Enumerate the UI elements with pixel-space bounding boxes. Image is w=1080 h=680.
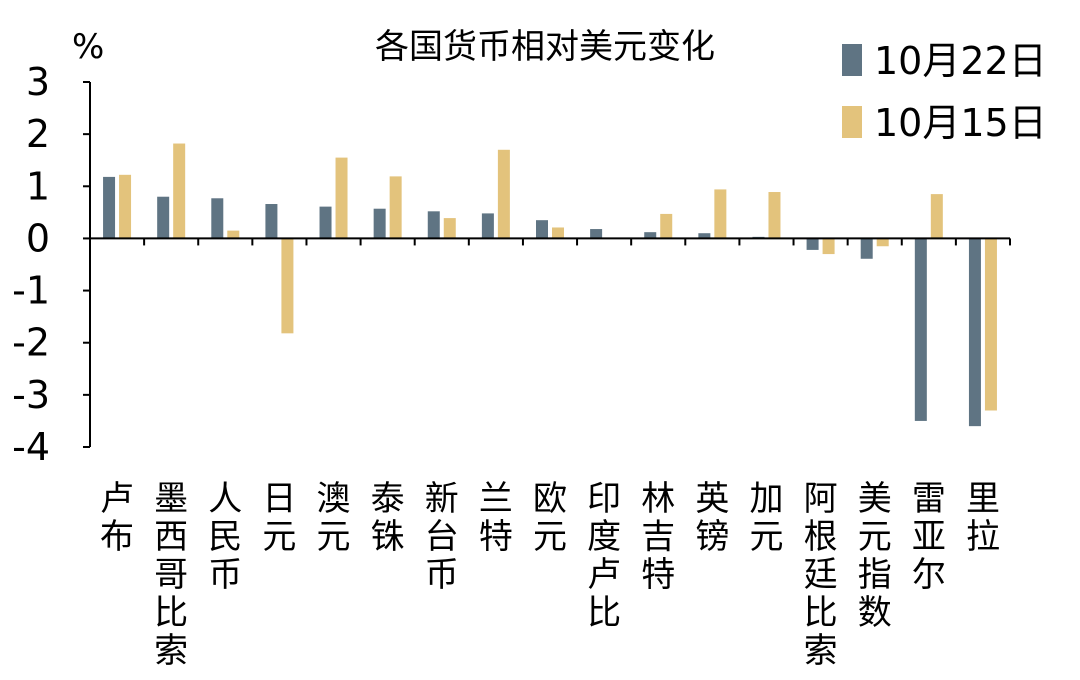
bar-series-1 (157, 196, 170, 239)
bar-series-1 (481, 213, 494, 239)
x-category-label: 泰铢 (371, 479, 405, 557)
y-axis-unit-label: % (72, 27, 104, 67)
bar-series-2 (497, 149, 510, 239)
y-axis-ticks: 3 2 1 0 -1 -2 -3 -4 (12, 60, 90, 469)
axes (89, 82, 1011, 447)
x-axis-labels: 卢布墨西哥比索人民币日元澳元泰铢新台币兰特欧元印度卢比林吉特英镑加元阿根廷比索美… (100, 479, 1000, 671)
y-tick-label: 0 (26, 216, 50, 260)
x-category-label: 英镑 (695, 479, 729, 557)
chart-title: 各国货币相对美元变化 (375, 27, 715, 67)
x-category-label: 加元 (749, 479, 783, 557)
y-tick-label: 2 (26, 112, 50, 156)
bar-series-1 (860, 238, 873, 259)
legend: 10月22日 10月15日 (842, 39, 1047, 145)
bar-series-1 (698, 233, 711, 239)
bar-series-2 (335, 157, 348, 239)
y-tick-label: -4 (12, 425, 50, 469)
bar-series-2 (714, 189, 727, 239)
bar-series-1 (211, 198, 224, 239)
legend-label: 10月22日 (874, 39, 1047, 83)
bar-series-1 (265, 204, 278, 239)
bar-series-1 (319, 206, 332, 239)
x-category-label: 阿根廷比索 (804, 479, 838, 671)
bar-series-2 (552, 227, 564, 239)
bar-series-1 (590, 229, 603, 239)
x-category-label: 澳元 (317, 479, 351, 557)
y-tick-label: -1 (12, 269, 50, 313)
legend-swatch (842, 44, 862, 76)
bar-series-1 (806, 238, 819, 250)
bar-series-2 (930, 194, 943, 239)
x-category-label: 卢布 (100, 479, 134, 557)
bar-series-1 (536, 220, 548, 239)
y-tick-label: 1 (26, 164, 50, 208)
y-tick-label: -3 (12, 373, 50, 417)
bar-series-2 (822, 238, 835, 255)
x-category-label: 印度卢比 (587, 479, 621, 633)
bars (103, 143, 997, 427)
x-category-label: 兰特 (479, 479, 513, 557)
bar-series-2 (984, 238, 997, 411)
x-category-label: 欧元 (533, 479, 567, 557)
x-category-label: 林吉特 (641, 479, 675, 595)
bar-series-2 (281, 238, 294, 334)
bar-series-2 (876, 238, 889, 247)
x-category-label: 日元 (262, 479, 296, 557)
bar-series-1 (644, 232, 657, 239)
bar-series-1 (373, 208, 386, 239)
y-tick-label: 3 (26, 60, 50, 104)
legend-swatch (842, 106, 862, 138)
bar-series-2 (443, 218, 456, 239)
bar-series-2 (173, 143, 186, 239)
bar-series-1 (914, 238, 927, 421)
bar-series-1 (103, 176, 116, 239)
legend-label: 10月15日 (874, 101, 1047, 145)
y-tick-label: -2 (12, 321, 50, 365)
bar-series-2 (227, 230, 240, 239)
x-category-label: 人民币 (208, 479, 242, 595)
x-category-label: 里拉 (966, 479, 1000, 557)
bar-series-1 (968, 238, 981, 427)
bar-series-2 (389, 176, 402, 239)
bar-series-2 (119, 174, 132, 239)
x-category-label: 美元指数 (858, 479, 892, 633)
x-category-label: 墨西哥比索 (154, 479, 188, 671)
bar-series-1 (427, 211, 440, 239)
x-category-label: 雷亚尔 (912, 479, 946, 595)
bar-series-2 (660, 213, 673, 239)
x-category-label: 新台币 (425, 479, 459, 595)
bar-series-2 (768, 192, 781, 239)
